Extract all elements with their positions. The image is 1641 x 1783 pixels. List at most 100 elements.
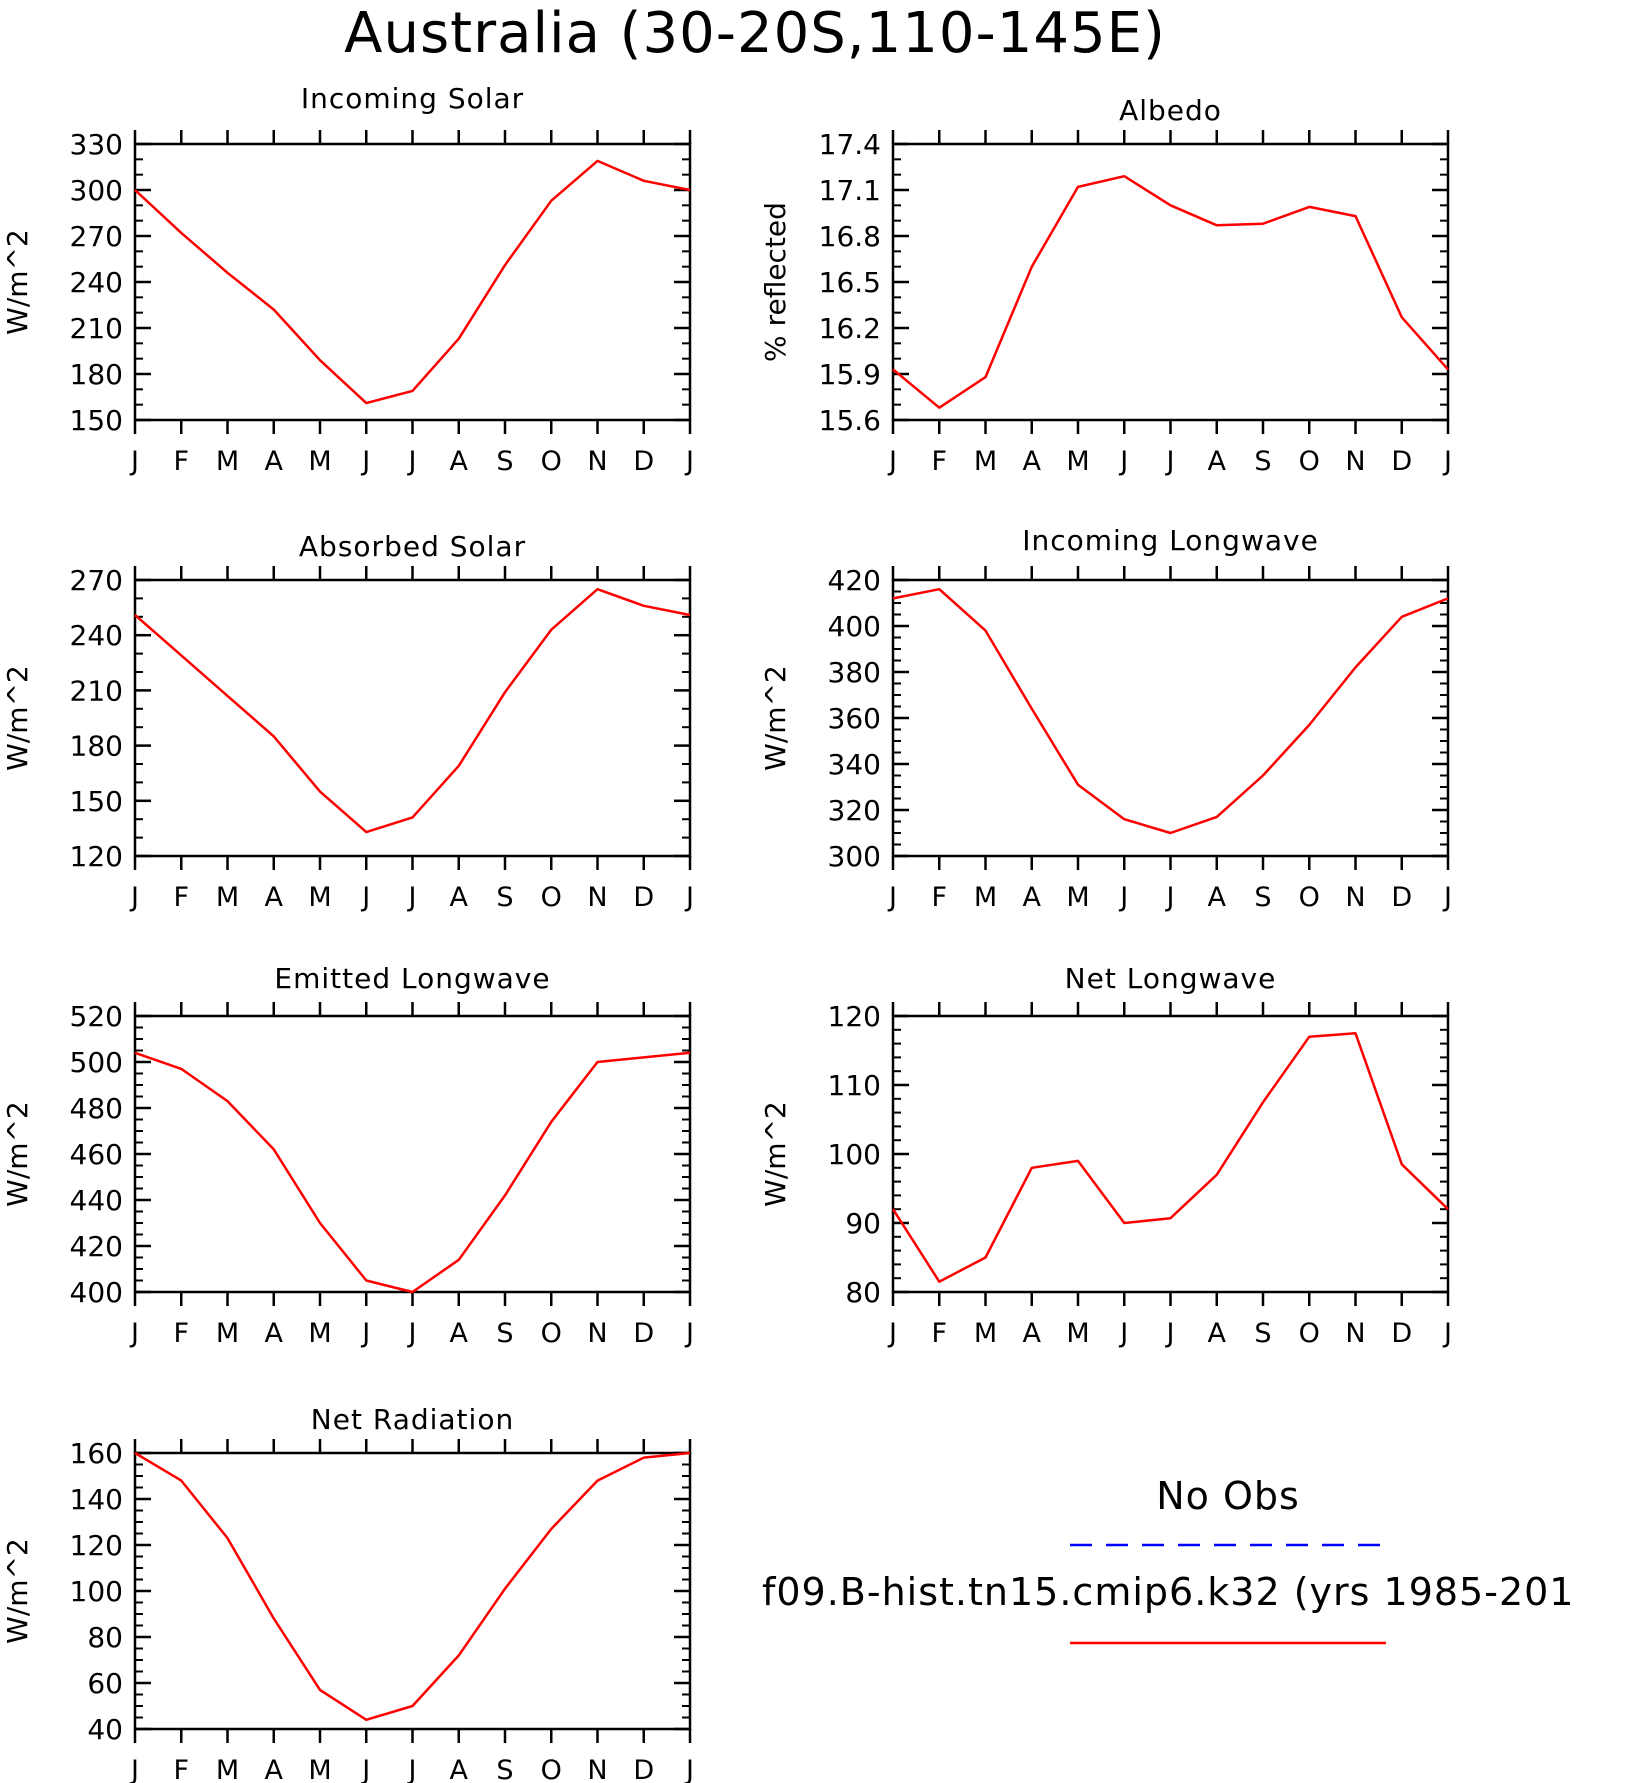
legend: No Obs f09.B-hist.tn15.cmip6.k32 (yrs 19…: [762, 1474, 1574, 1645]
series-line-model: [134, 1451, 691, 1722]
y-tick-label: 240: [70, 266, 123, 299]
x-tick-label: J: [129, 446, 139, 477]
x-tick-label: S: [1254, 882, 1271, 913]
y-tick-label: 120: [70, 1529, 123, 1562]
x-tick-label: M: [1066, 882, 1089, 913]
x-tick-label: J: [1118, 1318, 1128, 1349]
x-tick-label: M: [308, 1755, 331, 1783]
y-tick-label: 420: [70, 1230, 123, 1263]
panel-title: Incoming Solar: [301, 82, 524, 115]
x-tick-label: D: [633, 446, 654, 477]
y-tick-label: 330: [70, 128, 123, 161]
x-tick-label: A: [1208, 446, 1227, 477]
y-axis-label: % reflected: [759, 202, 792, 362]
x-tick-label: A: [450, 882, 469, 913]
x-tick-label: M: [308, 446, 331, 477]
plot-frame: [133, 1451, 692, 1731]
x-tick-label: J: [129, 1755, 139, 1783]
x-tick-label: M: [1066, 1318, 1089, 1349]
y-tick-label: 60: [87, 1667, 123, 1700]
y-tick-label: 140: [70, 1483, 123, 1516]
y-tick-label: 160: [70, 1437, 123, 1470]
x-tick-label: A: [265, 446, 284, 477]
y-tick-label: 120: [70, 840, 123, 873]
figure-title: Australia (30-20S,110-145E): [344, 1, 1166, 66]
x-tick-label: J: [1118, 882, 1128, 913]
y-tick-label: 400: [828, 610, 881, 643]
y-axis-label: W/m^2: [1, 229, 34, 335]
y-tick-label: 15.9: [819, 358, 881, 391]
x-tick-label: N: [587, 1755, 607, 1783]
x-tick-label: A: [450, 1318, 469, 1349]
x-tick-label: N: [1345, 882, 1365, 913]
x-tick-label: M: [216, 1318, 239, 1349]
x-tick-label: J: [1165, 1318, 1175, 1349]
chart-panels: Incoming Solar W/m^2 150 180 210 240 270 300 330…: [1, 82, 1452, 1783]
y-tick-label: 240: [70, 619, 123, 652]
x-tick-label: M: [974, 1318, 997, 1349]
x-tick-label: A: [1023, 1318, 1042, 1349]
x-tick-label: A: [450, 446, 469, 477]
x-tick-label: O: [541, 1318, 562, 1349]
x-tick-label: J: [129, 1318, 139, 1349]
y-tick-label: 460: [70, 1138, 123, 1171]
y-tick-label: 360: [828, 702, 881, 735]
y-tick-label: 80: [87, 1621, 123, 1654]
y-axis-label: W/m^2: [1, 1538, 34, 1644]
y-axis-label: W/m^2: [759, 665, 792, 771]
chart-panel: Albedo % reflected 15.6 15.9 16.2 16.5 16.8 17.…: [759, 94, 1452, 477]
y-tick-label: 210: [70, 312, 123, 345]
y-tick-label: 480: [70, 1092, 123, 1125]
plot-frame: [891, 142, 1450, 422]
y-tick-label: 16.5: [819, 266, 881, 299]
x-tick-label: F: [173, 1755, 189, 1783]
x-tick-label: D: [633, 1318, 654, 1349]
x-tick-label: F: [173, 1318, 189, 1349]
series-line-model: [892, 587, 1449, 835]
x-tick-label: N: [587, 446, 607, 477]
chart-panel: Emitted Longwave W/m^2 400 420 440 460 480 500 5…: [1, 962, 694, 1349]
x-tick-label: J: [1165, 446, 1175, 477]
x-tick-label: S: [496, 882, 513, 913]
legend-model-label: f09.B-hist.tn15.cmip6.k32 (yrs 1985-201: [762, 1570, 1574, 1614]
y-tick-label: 180: [70, 358, 123, 391]
y-tick-label: 340: [828, 748, 881, 781]
plot-frame: [133, 578, 692, 858]
y-tick-label: 17.4: [819, 128, 881, 161]
y-tick-label: 90: [845, 1207, 881, 1240]
y-tick-label: 420: [828, 564, 881, 597]
y-tick-label: 270: [70, 564, 123, 597]
series-line-model: [134, 1051, 691, 1294]
x-tick-label: O: [1299, 446, 1320, 477]
x-tick-label: A: [1208, 882, 1227, 913]
x-tick-label: J: [684, 882, 694, 913]
x-tick-label: J: [407, 882, 417, 913]
y-tick-label: 100: [828, 1138, 881, 1171]
x-tick-label: O: [541, 446, 562, 477]
x-tick-label: M: [216, 882, 239, 913]
y-tick-label: 16.8: [819, 220, 881, 253]
x-tick-label: S: [1254, 1318, 1271, 1349]
x-tick-label: J: [684, 1318, 694, 1349]
x-tick-label: M: [974, 882, 997, 913]
y-tick-label: 380: [828, 656, 881, 689]
series-line-model: [134, 587, 691, 834]
y-tick-label: 400: [70, 1276, 123, 1309]
y-tick-label: 180: [70, 730, 123, 763]
series-line-model: [891, 1032, 1449, 1283]
x-tick-label: F: [173, 882, 189, 913]
x-tick-label: A: [450, 1755, 469, 1783]
y-tick-label: 120: [828, 1000, 881, 1033]
panel-title: Albedo: [1119, 94, 1222, 127]
x-tick-label: J: [684, 1755, 694, 1783]
y-tick-label: 100: [70, 1575, 123, 1608]
y-tick-label: 110: [828, 1069, 881, 1102]
y-axis-label: W/m^2: [1, 665, 34, 771]
y-axis-label: W/m^2: [1, 1101, 34, 1207]
x-tick-label: N: [1345, 446, 1365, 477]
x-tick-label: J: [1118, 446, 1128, 477]
x-tick-label: A: [265, 1755, 284, 1783]
x-tick-label: D: [1391, 446, 1412, 477]
